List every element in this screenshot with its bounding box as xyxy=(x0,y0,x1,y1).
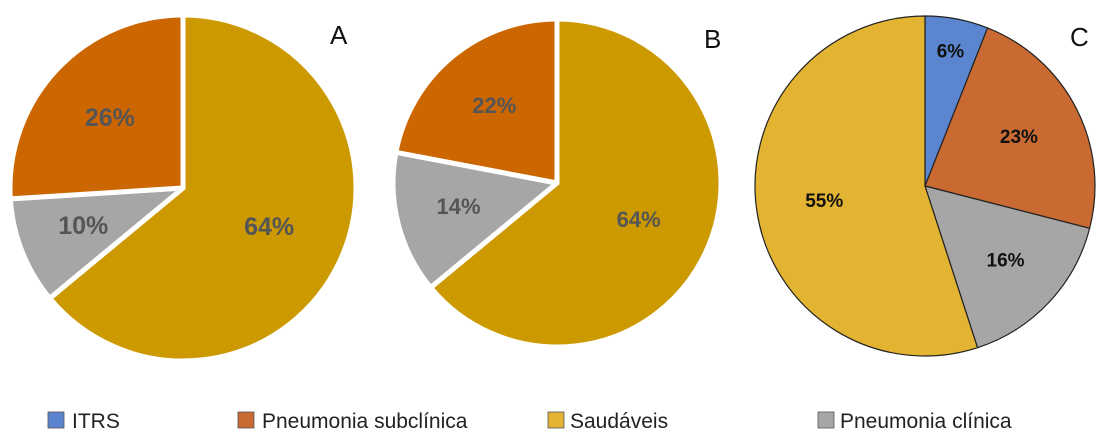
legend-swatch-pneumonia-clinica xyxy=(817,411,835,429)
pie-chart-c: 6% 23% 16% 55% C xyxy=(754,15,1096,357)
panel-letter-a: A xyxy=(330,20,348,50)
legend-swatch-pneumonia-subclinica xyxy=(237,411,255,429)
pie-label-c-3: 55% xyxy=(805,191,843,212)
pie-slice-a-2 xyxy=(7,12,186,202)
pie-slice-c-1 xyxy=(924,27,1096,229)
pie-slice-c-2 xyxy=(924,185,1091,349)
pie-label-a-1: 10% xyxy=(58,212,108,240)
legend-label-pneumonia-subclinica: Pneumonia subclínica xyxy=(262,410,468,433)
pie-slice-c-3 xyxy=(754,15,979,357)
pie-slice-a-0 xyxy=(47,12,359,364)
pie-chart-a: 64% 10% 26% A xyxy=(7,12,359,364)
pie-label-a-0: 64% xyxy=(244,213,294,241)
pie-label-c-2: 16% xyxy=(987,251,1025,272)
pie-label-b-1: 14% xyxy=(436,194,480,219)
pie-slice-b-2 xyxy=(393,16,560,186)
legend-label-saudaveis: Saudáveis xyxy=(570,410,668,433)
pie-charts: 64% 10% 26% A 64% 14% 22% B 6% 23% 16% 55% C xyxy=(7,12,1096,364)
pie-label-c-1: 23% xyxy=(1000,127,1038,148)
pie-label-b-2: 22% xyxy=(472,93,516,118)
panel-letter-b: B xyxy=(704,24,721,54)
panel-letter-c: C xyxy=(1070,22,1089,52)
legend-swatch-saudaveis xyxy=(547,411,565,429)
pie-chart-b: 64% 14% 22% B xyxy=(390,16,724,350)
legend-label-pneumonia-clinica: Pneumonia clínica xyxy=(840,410,1012,433)
legend-swatch-itrs xyxy=(47,411,65,429)
pie-label-c-0: 6% xyxy=(937,41,965,62)
pie-label-a-2: 26% xyxy=(85,104,135,132)
legend: ITRS Pneumonia subclínica Saudáveis Pneu… xyxy=(47,410,1012,433)
pie-slice-a-1 xyxy=(7,185,186,301)
pie-slice-b-1 xyxy=(390,149,560,291)
pie-slice-b-0 xyxy=(428,16,724,350)
pie-label-b-0: 64% xyxy=(617,207,661,232)
legend-label-itrs: ITRS xyxy=(72,410,120,433)
